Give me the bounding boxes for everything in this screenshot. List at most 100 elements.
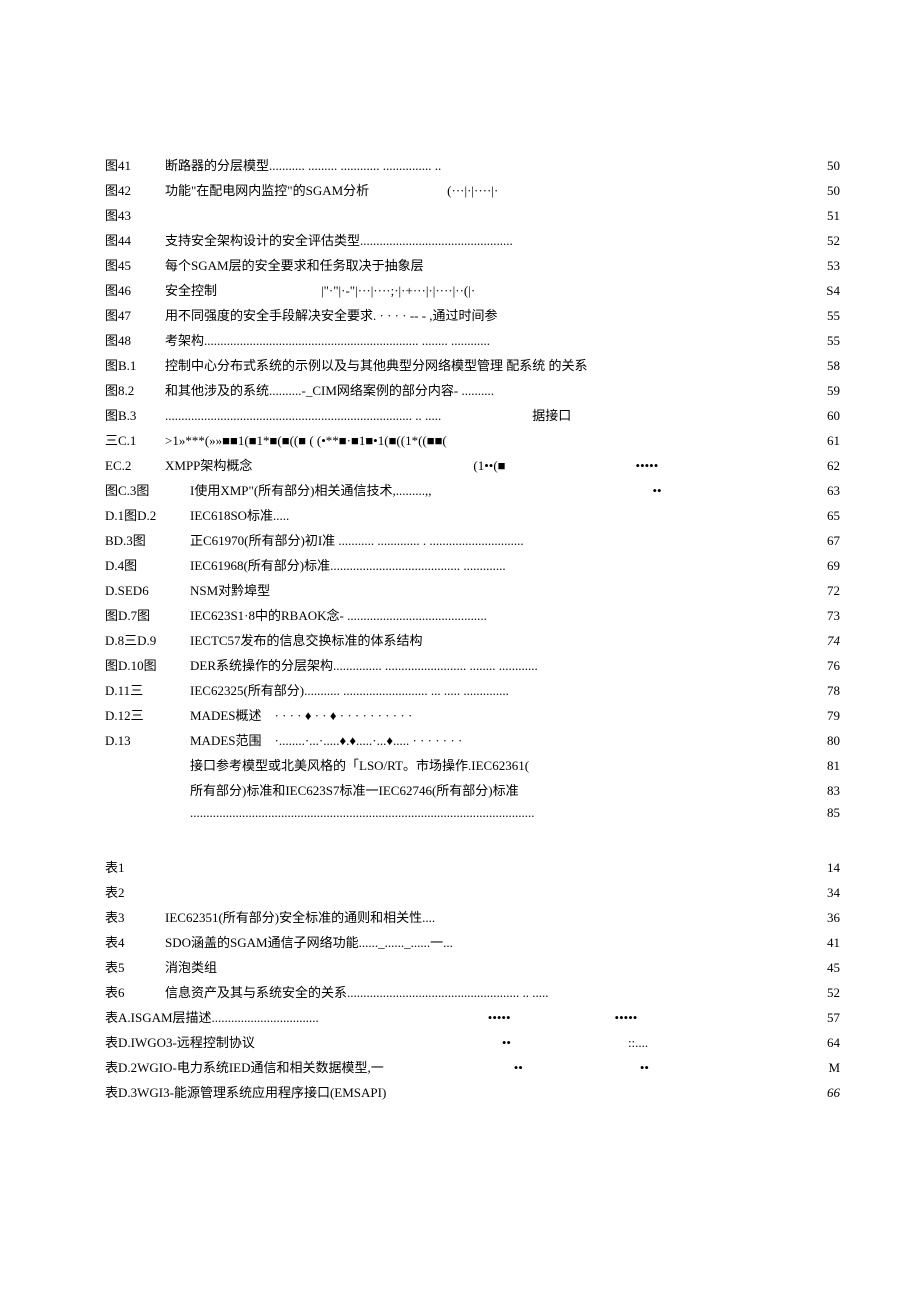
- tbl-label: 表4: [105, 932, 165, 951]
- fig-page: 52: [800, 233, 840, 249]
- tbl-page: 52: [800, 985, 840, 1001]
- fig-label: D.12三: [105, 705, 190, 724]
- tbl-label: 表3: [105, 907, 165, 926]
- toc-row: 表A.ISGAM层描述.............................…: [105, 1007, 840, 1026]
- toc-row: 图D.7图IEC623S1·8中的RBAOK念- ...............…: [105, 605, 840, 624]
- toc-row: 图B.1控制中心分布式系统的示例以及与其他典型分网络模型管理 配系统 的关系58: [105, 355, 840, 374]
- toc-row: 图41断路器的分层模型........... ......... .......…: [105, 155, 840, 174]
- toc-row: D.12三MADES概述 · · · · ♦ · · ♦ · · · · · ·…: [105, 705, 840, 724]
- toc-row: D.8三D.9IECTC57发布的信息交换标准的体系结构74: [105, 630, 840, 649]
- tbl-page: 45: [800, 960, 840, 976]
- fig-label: 图47: [105, 305, 165, 324]
- fig-label: 图46: [105, 280, 165, 299]
- toc-row: 表6信息资产及其与系统安全的关系........................…: [105, 982, 840, 1001]
- toc-row: 图B.3....................................…: [105, 405, 840, 424]
- tbl-page: 34: [800, 885, 840, 901]
- toc-row: D.11三IEC62325(所有部分)........... .........…: [105, 680, 840, 699]
- tbl-label: 表5: [105, 957, 165, 976]
- toc-row: 图47用不同强度的安全手段解决安全要求. · · · · -- - ,通过时间参…: [105, 305, 840, 324]
- fig-label: 图41: [105, 155, 165, 174]
- fig-label: 图D.7图: [105, 605, 190, 624]
- fig-page: 59: [800, 383, 840, 399]
- fig-label: 图B.1: [105, 355, 165, 374]
- tbl-text: 表D.IWGO3-远程控制协议 •• ::....: [105, 1032, 800, 1051]
- fig-page: 58: [800, 358, 840, 374]
- tbl-page: M: [800, 1060, 840, 1076]
- toc-row: 表D.IWGO3-远程控制协议 •• ::....64: [105, 1032, 840, 1051]
- fig-page: 74: [800, 633, 840, 649]
- fig-page: 83: [800, 783, 840, 799]
- toc-row: 接口参考模型或北美风格的「LSO/RT。市场操作.IEC62361(81: [105, 755, 840, 774]
- fig-label: D.13: [105, 733, 190, 749]
- fig-label: 图44: [105, 230, 165, 249]
- fig-page: 51: [800, 208, 840, 224]
- fig-label: D.1图D.2: [105, 505, 190, 524]
- fig-page: 62: [800, 458, 840, 474]
- tbl-text: IEC62351(所有部分)安全标准的通则和相关性....: [165, 907, 800, 926]
- fig-page: 60: [800, 408, 840, 424]
- fig-label: 图D.10图: [105, 655, 190, 674]
- toc-row: BD.3图正C61970(所有部分)初I准 ........... ......…: [105, 530, 840, 549]
- fig-label: 图8.2: [105, 380, 165, 399]
- tbl-text: 消泡类组: [165, 957, 800, 976]
- toc-row: 图4351: [105, 205, 840, 224]
- tbl-page: 41: [800, 935, 840, 951]
- fig-page: 80: [800, 733, 840, 749]
- fig-page: 50: [800, 158, 840, 174]
- fig-text: 接口参考模型或北美风格的「LSO/RT。市场操作.IEC62361(: [190, 755, 800, 774]
- toc-row: 图44支持安全架构设计的安全评估类型......................…: [105, 230, 840, 249]
- toc-row: 图C.3图I使用XMP"(所有部分)相关通信技术,.........,, ••6…: [105, 480, 840, 499]
- fig-text: 功能"在配电网内监控"的SGAM分析 (···|·|····|·: [165, 180, 800, 199]
- fig-page: S4: [800, 283, 840, 299]
- fig-page: 79: [800, 708, 840, 724]
- fig-text: NSM对黔埠型: [190, 580, 800, 599]
- toc-row: 图42功能"在配电网内监控"的SGAM分析 (···|·|····|·50: [105, 180, 840, 199]
- fig-page: 85: [800, 805, 840, 821]
- fig-text: 考架构.....................................…: [165, 330, 800, 349]
- section-divider: [105, 827, 840, 857]
- fig-label: D.8三D.9: [105, 630, 190, 649]
- toc-row: 表D.2WGIO-电力系统IED通信和相关数据模型,一 •• ••M: [105, 1057, 840, 1076]
- fig-text: XMPP架构概念 (1••(■ •••••: [165, 455, 800, 474]
- toc-row: 表D.3WGI3-能源管理系统应用程序接口(EMSAPI)66: [105, 1082, 840, 1101]
- tbl-page: 14: [800, 860, 840, 876]
- fig-text: DER系统操作的分层架构............... ............…: [190, 655, 800, 674]
- fig-label: D.11三: [105, 680, 190, 699]
- fig-text: 用不同强度的安全手段解决安全要求. · · · · -- - ,通过时间参: [165, 305, 800, 324]
- toc-row: 表5消泡类组45: [105, 957, 840, 976]
- toc-row: D.1图D.2IEC618SO标准.....65: [105, 505, 840, 524]
- toc-row: 图D.10图DER系统操作的分层架构............... ......…: [105, 655, 840, 674]
- toc-row: D.4图IEC61968(所有部分)标准....................…: [105, 555, 840, 574]
- toc-row: 图48考架构..................................…: [105, 330, 840, 349]
- fig-label: 图48: [105, 330, 165, 349]
- fig-text: 和其他涉及的系统..........-_CIM网络案例的部分内容- ......…: [165, 380, 800, 399]
- toc-row: D.SED6NSM对黔埠型72: [105, 580, 840, 599]
- fig-page: 73: [800, 608, 840, 624]
- fig-label: 图42: [105, 180, 165, 199]
- fig-page: 78: [800, 683, 840, 699]
- tbl-text: 表D.2WGIO-电力系统IED通信和相关数据模型,一 •• ••: [105, 1057, 800, 1076]
- fig-text: IEC61968(所有部分)标准........................…: [190, 555, 800, 574]
- fig-page: 61: [800, 433, 840, 449]
- tbl-text: 表A.ISGAM层描述.............................…: [105, 1007, 800, 1026]
- tbl-text: SDO涵盖的SGAM通信子网络功能......_......_......一..…: [165, 932, 800, 951]
- fig-text: IECTC57发布的信息交换标准的体系结构: [190, 630, 800, 649]
- toc-row: 图8.2和其他涉及的系统..........-_CIM网络案例的部分内容- ..…: [105, 380, 840, 399]
- fig-text: MADES范围 ·........·...·.....♦.♦.....·...♦…: [190, 730, 800, 749]
- toc-row: D.13MADES范围 ·........·...·.....♦.♦.....·…: [105, 730, 840, 749]
- tbl-page: 64: [800, 1035, 840, 1051]
- toc-row: 图45每个SGAM层的安全要求和任务取决于抽象层53: [105, 255, 840, 274]
- toc-row: 表234: [105, 882, 840, 901]
- tbl-page: 66: [800, 1085, 840, 1101]
- fig-text: 所有部分)标准和IEC623S7标准一IEC62746(所有部分)标准: [190, 780, 800, 799]
- tbl-text: 信息资产及其与系统安全的关系..........................…: [165, 982, 800, 1001]
- tbl-page: 57: [800, 1010, 840, 1026]
- fig-label: D.SED6: [105, 583, 190, 599]
- figures-section-2: 图C.3图I使用XMP"(所有部分)相关通信技术,.........,, ••6…: [105, 480, 840, 821]
- tables-section: 表114 表234 表3IEC62351(所有部分)安全标准的通则和相关性...…: [105, 857, 840, 1101]
- toc-row: 表4SDO涵盖的SGAM通信子网络功能......_......_......一…: [105, 932, 840, 951]
- fig-label: D.4图: [105, 555, 190, 574]
- fig-text: I使用XMP"(所有部分)相关通信技术,.........,, ••: [190, 480, 800, 499]
- fig-text: IEC618SO标准.....: [190, 505, 800, 524]
- fig-label: 三C.1: [105, 430, 165, 449]
